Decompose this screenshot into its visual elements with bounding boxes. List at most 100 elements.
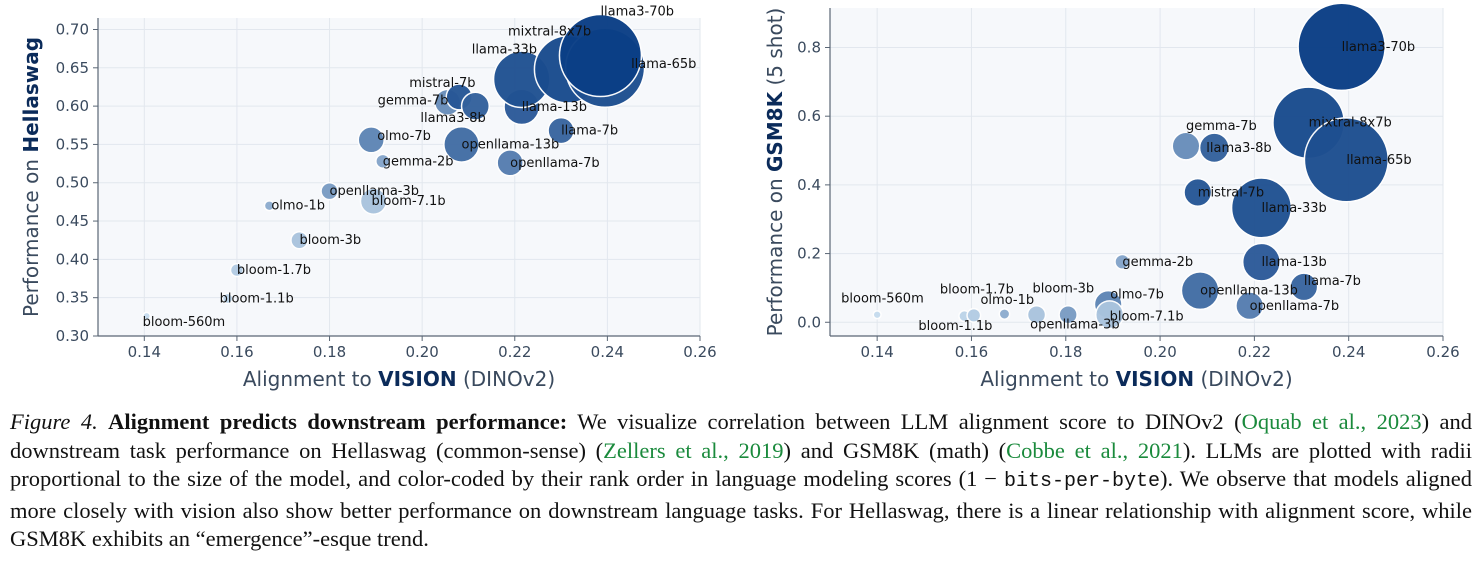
point-llama3-8b xyxy=(460,91,491,121)
point-bloom-1.7b xyxy=(229,262,245,278)
citation-zellers[interactable]: Zellers et al., xyxy=(603,437,729,463)
point-label: mixtral-8x7b xyxy=(508,24,591,39)
x-tick-label: 0.26 xyxy=(683,343,716,361)
y-tick-label: 0.55 xyxy=(56,135,89,153)
point-label: openllama-13b xyxy=(1200,284,1298,299)
y-tick-label: 0.40 xyxy=(56,250,89,268)
y-tick-label: 0.65 xyxy=(56,59,89,77)
y-tick-label: 0.6 xyxy=(797,107,821,125)
x-tick-label: 0.16 xyxy=(220,343,253,361)
y-axis-label: Performance on Hellaswag xyxy=(19,37,43,317)
point-label: bloom-3b xyxy=(299,233,361,248)
point-llama-33b xyxy=(1230,177,1293,239)
point-bloom-7.1b xyxy=(1095,300,1125,330)
point-label: llama-65b xyxy=(631,57,696,72)
point-label: llama-33b xyxy=(472,42,537,57)
citation-cobbe[interactable]: Cobbe et al., xyxy=(1006,437,1129,463)
point-openllama-7b xyxy=(496,149,524,177)
point-label: olmo-7b xyxy=(1110,287,1164,302)
figure-canvas: 0.30 0.35 0.40 0.45 0.50 0.55 0.60 0.65 0.70 0.14… xyxy=(19,2,1460,391)
point-mistral-7b xyxy=(1183,177,1213,207)
point-openllama-3b xyxy=(1058,304,1078,325)
point-label: gemma-7b xyxy=(378,93,449,108)
point-openllama-3b xyxy=(320,181,339,201)
x-axis-label: Alignment to VISION (DINOv2) xyxy=(243,367,555,391)
point-label: gemma-7b xyxy=(1186,119,1257,134)
point-label: olmo-7b xyxy=(377,129,431,144)
caption-text-3: ) and GSM8K (math) ( xyxy=(783,437,1007,463)
point-gemma-2b xyxy=(375,153,391,169)
point-label: bloom-7.1b xyxy=(1110,310,1184,325)
y-tick-label: 0.8 xyxy=(797,38,821,56)
point-label: llama-33b xyxy=(1261,201,1326,216)
y-tick-label: 0.35 xyxy=(56,289,89,307)
point-label: mistral-7b xyxy=(1198,185,1264,200)
x-tick-label: 0.16 xyxy=(955,343,988,361)
point-label: llama3-70b xyxy=(600,5,674,20)
y-tick-label: 0.70 xyxy=(56,20,89,38)
point-llama-7b xyxy=(547,116,575,145)
point-llama-7b xyxy=(1289,272,1319,302)
point-bloom-560m xyxy=(872,310,882,320)
point-label: llama-7b xyxy=(561,124,618,139)
point-bloom-3b xyxy=(290,230,309,250)
point-bloom-3b xyxy=(1026,304,1047,325)
point-openllama-13b xyxy=(443,126,480,163)
point-gemma-2b xyxy=(1114,253,1131,270)
gsm8k-scatter-plot: 0.0 0.2 0.4 0.6 0.8 0.14 0.16 0.18 0.20 0.22 0.24 0… xyxy=(763,2,1460,391)
point-bloom-7.1b xyxy=(359,187,388,215)
x-axis-label: Alignment to VISION (DINOv2) xyxy=(980,367,1292,391)
hellaswag-scatter-plot: 0.30 0.35 0.40 0.45 0.50 0.55 0.60 0.65 0.70 0.14… xyxy=(19,5,717,391)
x-tick-label: 0.22 xyxy=(1238,343,1271,361)
x-tick-label: 0.26 xyxy=(1426,343,1459,361)
figure-label: Figure 4. xyxy=(10,409,98,434)
citation-oquab-year[interactable]: 2023 xyxy=(1376,409,1422,434)
point-label: bloom-7.1b xyxy=(372,194,446,209)
y-tick-label: 0.30 xyxy=(56,327,89,345)
x-tick-label: 0.24 xyxy=(1332,343,1365,361)
point-label: llama3-8b xyxy=(1206,141,1271,156)
point-label: mistral-7b xyxy=(409,76,475,91)
citation-oquab[interactable]: Oquab et al., xyxy=(1241,409,1367,434)
point-llama3-8b xyxy=(1198,132,1230,164)
point-llama-13b xyxy=(1241,242,1281,282)
y-tick-label: 0.4 xyxy=(797,176,821,194)
x-tick-label: 0.18 xyxy=(313,343,346,361)
point-label: gemma-2b xyxy=(1122,255,1193,270)
caption-text-4: ). LLMs are plotted with radii proportio… xyxy=(10,437,1473,492)
caption-text-1: We visualize correlation between LLM ali… xyxy=(567,409,1242,434)
point-label: bloom-1.7b xyxy=(940,282,1014,297)
point-bloom-560m xyxy=(142,311,152,321)
point-label: openllama-7b xyxy=(510,156,599,171)
point-label: openllama-13b xyxy=(462,137,560,152)
point-label: gemma-2b xyxy=(383,154,454,169)
point-label: bloom-3b xyxy=(1033,282,1095,297)
point-openllama-7b xyxy=(1235,291,1265,321)
point-llama-65b xyxy=(1303,117,1390,203)
y-tick-label: 0.2 xyxy=(797,245,821,263)
citation-zellers-year[interactable]: 2019 xyxy=(738,437,784,463)
y-tick-label: 0.0 xyxy=(797,313,821,331)
point-label: bloom-1.1b xyxy=(220,291,294,306)
caption-mono-term: bits-per-byte xyxy=(1003,470,1161,493)
point-label: olmo-1b xyxy=(271,199,325,214)
x-tick-label: 0.18 xyxy=(1049,343,1082,361)
point-label: llama-13b xyxy=(1261,255,1326,270)
point-olmo-1b xyxy=(998,308,1011,320)
caption-text-2: ) and downstream task performance on Hel… xyxy=(10,409,1473,463)
point-label: openllama-7b xyxy=(1250,299,1339,314)
y-tick-label: 0.50 xyxy=(56,174,89,192)
y-axis-label: Performance on GSM8K (5 shot) xyxy=(763,8,787,337)
caption-text-5: ). We observe that models aligned more c… xyxy=(10,466,1472,551)
point-label: bloom-560m xyxy=(143,315,226,330)
point-label: bloom-560m xyxy=(841,292,924,307)
point-gemma-7b xyxy=(1171,131,1201,161)
citation-cobbe-year[interactable]: 2021 xyxy=(1137,437,1183,463)
x-tick-label: 0.20 xyxy=(405,343,438,361)
y-tick-label: 0.60 xyxy=(56,97,89,115)
point-bloom-1.1b xyxy=(221,292,234,305)
point-llama3-70b xyxy=(558,13,643,98)
point-label: bloom-1.7b xyxy=(237,263,311,278)
point-olmo-7b xyxy=(357,126,385,154)
x-tick-label: 0.14 xyxy=(128,343,161,361)
